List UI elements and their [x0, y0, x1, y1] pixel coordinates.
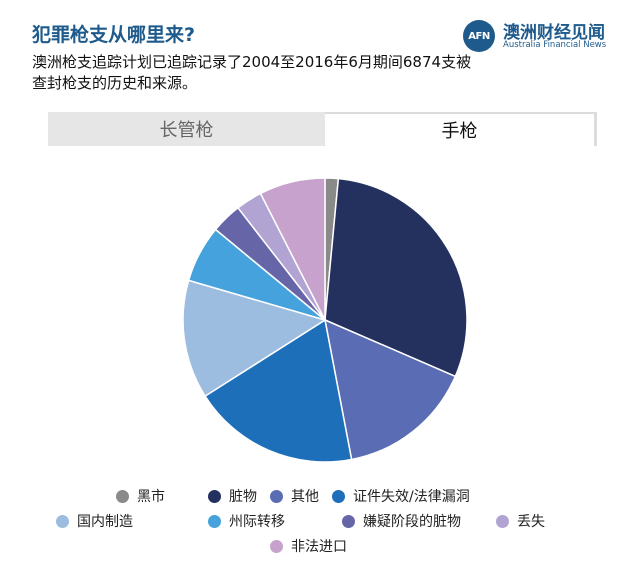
legend-swatch — [332, 489, 345, 503]
tab-long-guns[interactable]: 长管枪 — [48, 112, 325, 146]
afn-logo-icon: AFN — [463, 20, 495, 52]
legend-label: 其他 — [291, 489, 319, 505]
legend-swatch — [496, 514, 509, 528]
pie-slice-3 — [204, 318, 353, 463]
legend-label: 嫌疑阶段的脏物 — [363, 514, 461, 530]
legend-swatch — [56, 514, 69, 528]
logo-name-en: Australia Financial News — [503, 40, 607, 50]
gun-type-tabs: 长管枪 手枪 — [48, 112, 600, 146]
legend-swatch — [342, 514, 355, 528]
legend-swatch — [208, 514, 221, 528]
tab-handguns[interactable]: 手枪 — [325, 112, 597, 146]
legend-swatch — [270, 539, 283, 553]
pie-slice-4 — [182, 279, 327, 398]
legend-swatch — [116, 489, 129, 503]
legend-item: 其他 — [270, 486, 319, 506]
pie-slice-8 — [259, 177, 326, 321]
legend-label: 州际转移 — [229, 514, 285, 530]
logo-name-cn: 澳洲财经见闻 — [503, 23, 605, 43]
pie-chart — [182, 177, 468, 463]
legend-item: 嫌疑阶段的脏物 — [342, 511, 461, 531]
legend-item: 脏物 — [208, 486, 257, 506]
legend-item: 黑市 — [116, 486, 165, 506]
legend-item: 丢失 — [496, 511, 545, 531]
legend-swatch — [270, 489, 283, 503]
afn-logo: AFN 澳洲财经见闻 Australia Financial News — [463, 18, 623, 52]
legend-label: 黑市 — [137, 489, 165, 505]
pie-slice-2 — [323, 318, 457, 461]
legend-label: 丢失 — [517, 514, 545, 530]
legend-item: 非法进口 — [270, 536, 347, 556]
legend-label: 脏物 — [229, 489, 257, 505]
legend-label: 非法进口 — [291, 539, 347, 555]
legend-label: 证件失效/法律漏洞 — [353, 489, 470, 505]
legend-label: 国内制造 — [77, 514, 133, 530]
legend-swatch — [208, 489, 221, 503]
chart-title: 犯罪枪支从哪里来? — [32, 24, 196, 46]
legend-item: 证件失效/法律漏洞 — [332, 486, 470, 506]
pie-slice-1 — [324, 177, 468, 378]
chart-legend: 黑市 脏物 其他 证件失效/法律漏洞国内制造 州际转移 嫌疑阶段的脏物 丢失非法进口 — [0, 478, 640, 573]
legend-item: 州际转移 — [208, 511, 285, 531]
legend-item: 国内制造 — [56, 511, 133, 531]
chart-subtitle: 澳洲枪支追踪计划已追踪记录了2004至2016年6月期间6874支被查封枪支的历… — [32, 53, 472, 92]
